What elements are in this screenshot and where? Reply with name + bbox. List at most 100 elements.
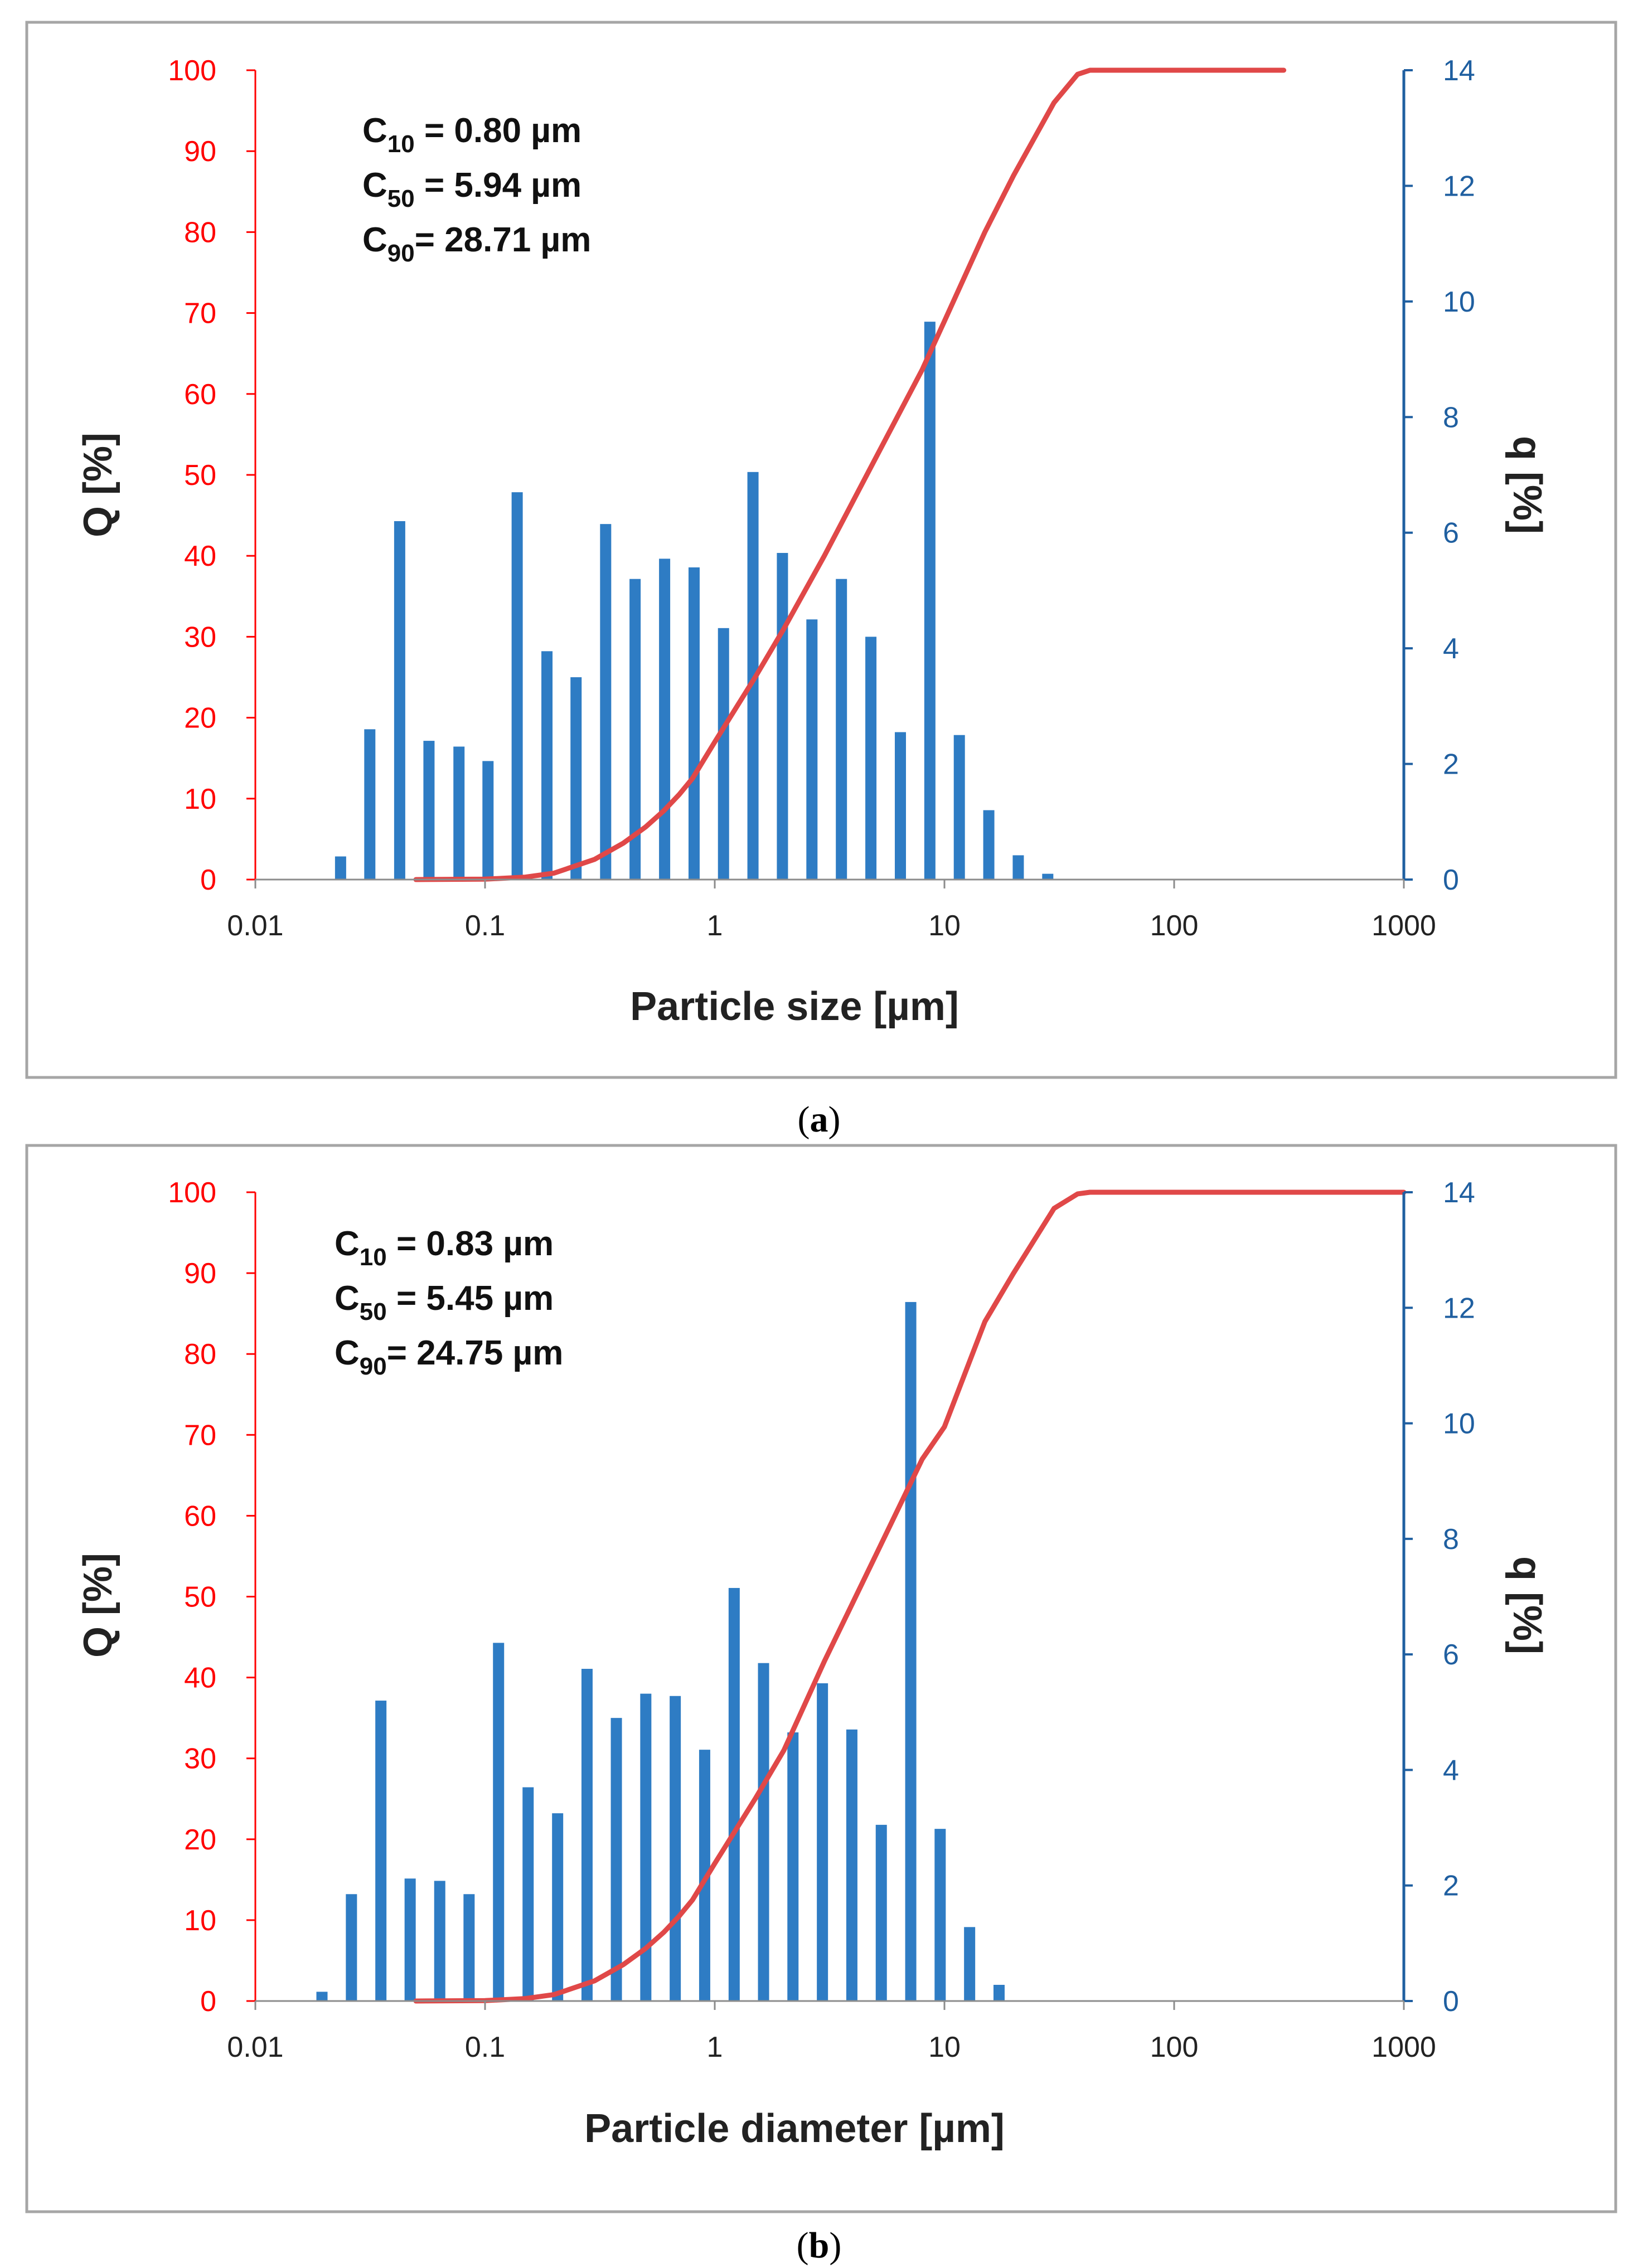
y-left-tick-label: 60 [184,1500,216,1532]
y-left-tick-label: 100 [168,1177,216,1209]
x-axis-title: Particle size [µm] [630,984,959,1029]
bar [375,1701,387,2001]
x-tick-label: 0.1 [465,910,505,942]
y-left-axis-title: Q [%] [76,433,120,537]
annotation-c90: C90= 28.71 µm [362,221,591,267]
bar [993,1984,1005,2001]
y-right-tick-label: 8 [1443,1523,1459,1556]
y-left-tick-label: 50 [184,1581,216,1614]
bar [493,1643,505,2001]
bar [924,322,936,880]
bar [541,651,553,880]
caption-a: (a) [798,1099,841,1140]
y-left-tick-label: 90 [184,135,216,168]
annotation-c90: C90= 24.75 µm [335,1334,563,1380]
y-right-tick-label: 4 [1443,1754,1459,1786]
bar [316,1992,328,2001]
bar [728,1587,740,2001]
annotation-c50: C50 = 5.45 µm [335,1279,554,1325]
bar [1042,873,1054,880]
bar [964,1927,976,2001]
y-left-tick-label: 40 [184,540,216,572]
bar [747,472,759,880]
chart-frame [25,21,1617,1079]
bar [659,558,671,880]
bar [817,1683,828,2001]
bar [335,856,346,880]
bar [777,553,788,880]
caption-b: (b) [797,2225,842,2266]
bar [581,1669,593,2001]
y-right-axis-title: q [%] [1505,1556,1549,1654]
bar [522,1787,534,2001]
y-left-tick-label: 10 [184,1905,216,1937]
bar [875,1824,887,2001]
y-left-tick-label: 20 [184,1824,216,1856]
y-left-tick-label: 80 [184,1338,216,1371]
bar [552,1813,564,2001]
y-left-tick-label: 0 [200,1985,216,2018]
y-left-tick-label: 10 [184,783,216,815]
bar [404,1878,416,2001]
y-left-tick-label: 30 [184,621,216,653]
annotation-c10: C10 = 0.80 µm [362,111,581,158]
y-right-axis-title: q [%] [1505,436,1549,534]
y-right-tick-label: 10 [1443,286,1475,318]
y-left-tick-label: 80 [184,216,216,249]
y-left-tick-label: 40 [184,1662,216,1694]
y-right-tick-label: 12 [1443,1292,1475,1324]
y-left-tick-label: 60 [184,378,216,411]
x-tick-label: 1000 [1372,2031,1436,2063]
bar [758,1663,769,2001]
bar [600,524,612,880]
bar [346,1894,357,2001]
x-tick-label: 10 [928,910,961,942]
y-right-tick-label: 2 [1443,749,1459,781]
y-left-tick-label: 90 [184,1257,216,1290]
x-axis-title: Particle diameter [µm] [584,2106,1005,2151]
y-right-tick-label: 12 [1443,170,1475,202]
x-tick-label: 100 [1150,2031,1199,2063]
bar [934,1829,946,2001]
y-right-tick-label: 14 [1443,55,1475,87]
x-tick-label: 0.1 [465,2031,505,2063]
bar [640,1693,652,2001]
y-left-axis-title: Q [%] [76,1553,120,1658]
bar [570,677,582,880]
x-tick-label: 1 [707,910,723,942]
bar [482,761,494,880]
cumulative-line [413,1189,1407,2004]
y-left-tick-label: 50 [184,459,216,492]
y-left-tick-label: 0 [200,864,216,896]
y-left-tick-label: 30 [184,1743,216,1775]
bar [629,579,641,880]
bar [718,628,729,880]
bar [894,732,906,880]
bar [787,1732,799,2001]
bar [463,1894,475,2001]
y-right-tick-label: 10 [1443,1408,1475,1440]
annotations: C10 = 0.83 µm C50 = 5.45 µm C90= 24.75 µ… [335,1225,563,1380]
x-tick-label: 100 [1150,910,1199,942]
x-tick-label: 10 [928,2031,961,2063]
bar [836,579,847,880]
y-left-tick-label: 20 [184,702,216,735]
y-right-tick-label: 0 [1443,864,1459,896]
bar [953,735,965,880]
y-right-tick-label: 6 [1443,1639,1459,1671]
x-tick-label: 1 [707,2031,723,2063]
x-tick-label: 0.01 [227,2031,283,2063]
bar-series-q [335,322,1054,880]
bar [511,492,523,880]
bar [364,729,376,880]
bar [423,741,435,880]
annotations: C10 = 0.80 µm C50 = 5.94 µm C90= 28.71 µ… [362,111,591,267]
line-series-Q [413,1189,1407,2004]
bar [905,1301,917,2001]
bar [610,1718,622,2001]
